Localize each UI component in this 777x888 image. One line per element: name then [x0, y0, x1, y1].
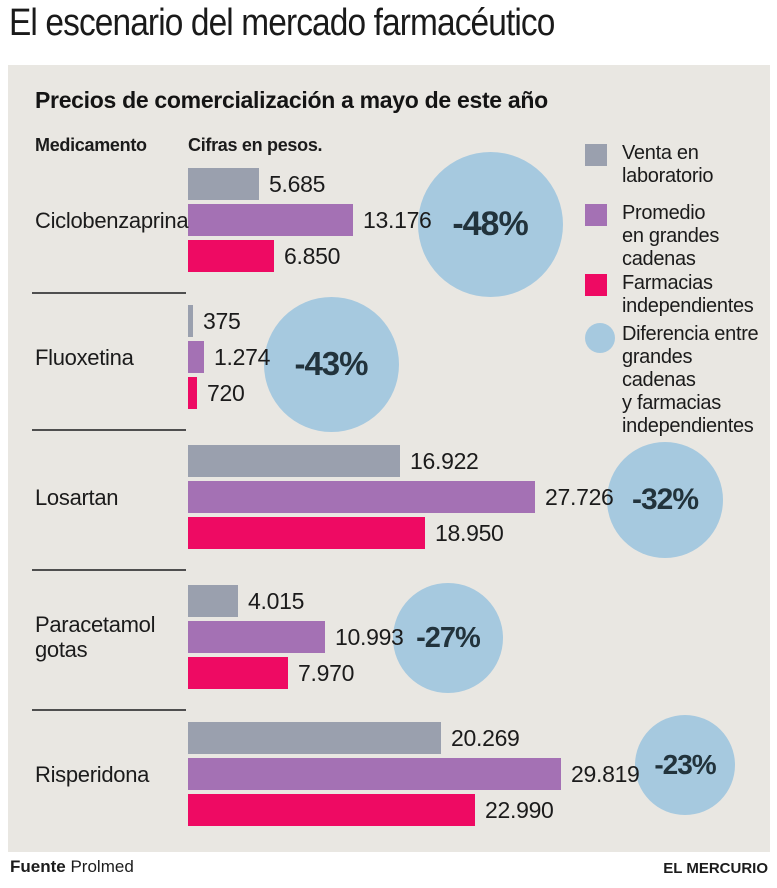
- legend-label: Promedio en grandes cadenas: [622, 202, 720, 270]
- bar-value-label: 29.819: [571, 761, 640, 787]
- bar-value-label: 5.685: [269, 171, 326, 197]
- medicine-label: Fluoxetina: [35, 344, 134, 370]
- diff-percent-label: -48%: [452, 204, 528, 243]
- legend-swatch-box: [585, 272, 615, 318]
- legend-item: Farmacias independientes: [585, 272, 754, 318]
- bar-value-label: 7.970: [298, 660, 355, 686]
- bar-farmacias-independientes: [188, 240, 274, 272]
- bar-value-label: 20.269: [451, 725, 520, 751]
- bar-grandes-cadenas: [188, 481, 535, 513]
- diff-circle: -27%: [393, 583, 503, 693]
- bar-value-label: 720: [207, 380, 245, 406]
- bar-value-label: 4.015: [248, 588, 305, 614]
- bar-value-label: 1.274: [214, 344, 271, 370]
- bar-farmacias-independientes: [188, 657, 288, 689]
- bar-grandes-cadenas: [188, 204, 353, 236]
- diff-circle: -48%: [417, 151, 563, 297]
- diff-circle: -43%: [263, 296, 399, 432]
- medicine-label: Ciclobenzaprina: [35, 207, 189, 233]
- bar-grandes-cadenas: [188, 341, 204, 373]
- column-header-medicamento: Medicamento: [35, 135, 147, 155]
- bar-farmacias-independientes: [188, 377, 197, 409]
- legend-label: Farmacias independientes: [622, 272, 754, 317]
- diff-circle: -23%: [635, 715, 735, 815]
- medicine-label: Risperidona: [35, 761, 150, 787]
- bar-value-label: 6.850: [284, 243, 341, 269]
- bar-farmacias-independientes: [188, 794, 475, 826]
- source-label: Fuente: [10, 857, 66, 876]
- bar-venta-laboratorio: [188, 722, 441, 754]
- bar-value-label: 22.990: [485, 797, 554, 823]
- diff-circle: -32%: [607, 442, 723, 558]
- legend-item: Promedio en grandes cadenas: [585, 202, 719, 271]
- bar-venta-laboratorio: [188, 445, 400, 477]
- diff-percent-label: -32%: [631, 483, 699, 516]
- diff-percent-label: -27%: [416, 621, 481, 654]
- column-header-cifras: Cifras en pesos.: [188, 135, 323, 155]
- source-value: Prolmed: [70, 857, 134, 876]
- bar-farmacias-independientes: [188, 517, 425, 549]
- bar-value-label: 16.922: [410, 448, 479, 474]
- bar-value-label: 10.993: [335, 624, 404, 650]
- legend-swatch-box: [585, 323, 615, 438]
- bar-value-label: 18.950: [435, 520, 504, 546]
- medicine-label: Paracetamol gotas: [35, 612, 156, 662]
- bar-venta-laboratorio: [188, 585, 238, 617]
- group-separator: [32, 569, 186, 571]
- bar-venta-laboratorio: [188, 168, 259, 200]
- legend-swatch-box: [585, 202, 615, 271]
- legend-label: Diferencia entre grandes cadenas y farma…: [622, 323, 759, 437]
- bar-value-label: 27.726: [545, 484, 614, 510]
- page-title: El escenario del mercado farmacéutico: [9, 2, 555, 44]
- chart-subtitle: Precios de comercialización a mayo de es…: [35, 87, 548, 113]
- group-separator: [32, 429, 186, 431]
- legend-swatch-box: [585, 142, 615, 188]
- legend-label: Venta en laboratorio: [622, 142, 714, 187]
- legend-item: Diferencia entre grandes cadenas y farma…: [585, 323, 770, 438]
- medicine-label: Losartan: [35, 484, 119, 510]
- group-separator: [32, 709, 186, 711]
- bar-value-label: 13.176: [363, 207, 432, 233]
- source-credit: Fuente Prolmed: [10, 857, 134, 877]
- legend-swatch-square: [585, 274, 607, 296]
- group-separator: [32, 292, 186, 294]
- bar-venta-laboratorio: [188, 305, 193, 337]
- legend-swatch-square: [585, 144, 607, 166]
- legend-swatch-square: [585, 204, 607, 226]
- bar-value-label: 375: [203, 308, 241, 334]
- diff-percent-label: -43%: [294, 345, 368, 382]
- bar-grandes-cadenas: [188, 758, 561, 790]
- diff-percent-label: -23%: [654, 749, 716, 780]
- legend-swatch-circle: [585, 323, 615, 353]
- chart-panel: Precios de comercialización a mayo de es…: [8, 65, 770, 852]
- brand-credit: EL MERCURIO: [663, 860, 768, 877]
- legend-item: Venta en laboratorio: [585, 142, 714, 188]
- bar-grandes-cadenas: [188, 621, 325, 653]
